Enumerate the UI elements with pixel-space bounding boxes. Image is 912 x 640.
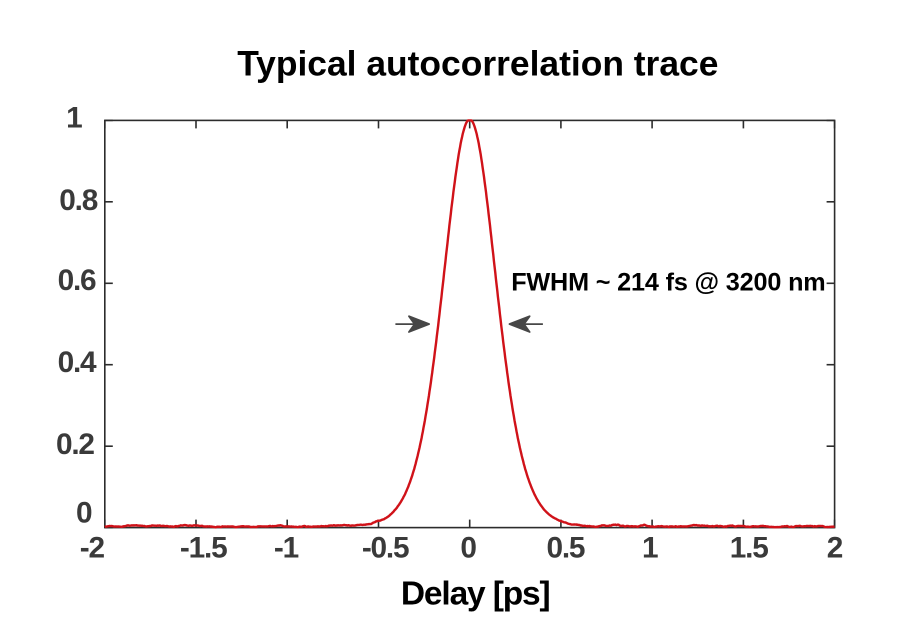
svg-text:1: 1: [642, 532, 658, 565]
svg-text:2: 2: [827, 532, 843, 565]
svg-text:-1: -1: [274, 532, 299, 565]
svg-text:Delay [ps]: Delay [ps]: [401, 575, 550, 612]
svg-text:1: 1: [66, 102, 82, 135]
svg-text:0.8: 0.8: [59, 184, 97, 217]
svg-text:1.5: 1.5: [730, 532, 768, 565]
svg-text:-2: -2: [80, 532, 105, 565]
svg-text:0.4: 0.4: [58, 346, 97, 379]
svg-text:0: 0: [460, 532, 476, 565]
svg-text:FWHM ~ 214 fs @ 3200 nm: FWHM ~ 214 fs @ 3200 nm: [511, 268, 825, 296]
svg-text:-1.5: -1.5: [180, 532, 227, 565]
svg-text:0: 0: [76, 497, 92, 530]
svg-text:Typical autocorrelation trace: Typical autocorrelation trace: [237, 43, 718, 83]
svg-text:-0.5: -0.5: [362, 532, 409, 565]
svg-text:0.2: 0.2: [56, 428, 94, 461]
svg-text:0.6: 0.6: [58, 264, 96, 297]
svg-text:0.5: 0.5: [546, 532, 584, 565]
